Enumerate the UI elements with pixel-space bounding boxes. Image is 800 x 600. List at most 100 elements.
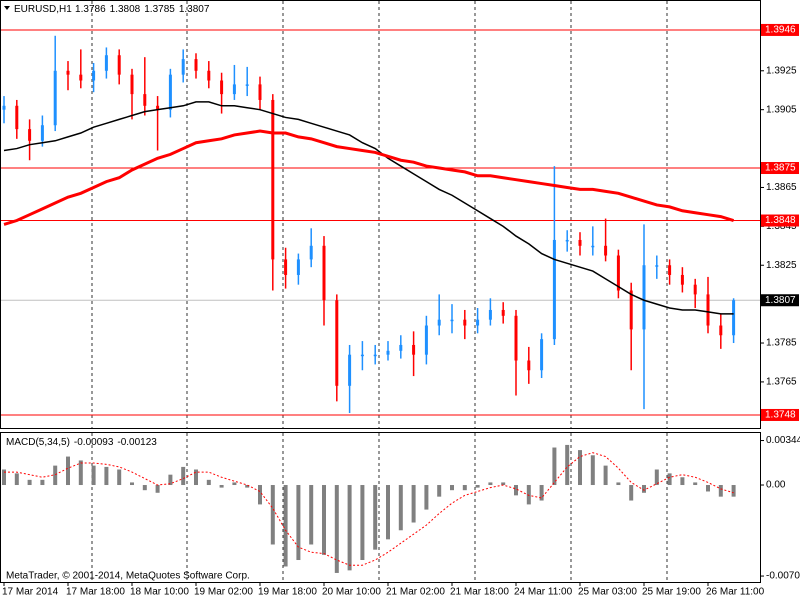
macd-bar <box>155 485 160 493</box>
x-tick-label: 20 Mar 10:00 <box>322 587 381 598</box>
macd-bar <box>232 482 237 486</box>
candle-body <box>668 265 672 275</box>
macd-bar <box>347 485 352 571</box>
macd-bar <box>283 485 288 567</box>
x-tick-label: 19 Mar 02:00 <box>194 587 253 598</box>
y-tick-label: 0.00 <box>766 480 786 491</box>
candle-body <box>309 245 313 260</box>
candle-body <box>117 55 121 75</box>
candle-body <box>386 350 390 355</box>
y-tick-label: 1.3865 <box>766 182 797 193</box>
macd-bar <box>718 485 723 497</box>
macd-bar <box>731 485 736 497</box>
macd-bar <box>181 466 186 486</box>
macd-bar <box>552 447 557 486</box>
macd-bar <box>104 466 109 486</box>
y-tick-label: 1.3925 <box>766 65 797 76</box>
macd-bar <box>53 465 58 486</box>
macd-bar <box>117 469 122 486</box>
y-tick-label: 1.3765 <box>766 377 797 388</box>
macd-bar <box>642 485 646 493</box>
level-label: 1.3946 <box>765 25 796 36</box>
candle-body <box>616 255 620 291</box>
macd-bar <box>270 485 275 545</box>
level-label: 1.3748 <box>765 410 796 421</box>
level-box <box>761 162 799 175</box>
candle-body <box>181 59 185 75</box>
macd-bar <box>526 485 531 505</box>
candle-body <box>450 319 454 322</box>
candle-body <box>284 259 288 275</box>
candle-body <box>501 309 505 316</box>
macd-bar <box>219 485 224 488</box>
y-tick-label: 1.3785 <box>766 338 797 349</box>
macd-bar <box>2 469 6 486</box>
macd-bar <box>78 460 83 486</box>
candle-body <box>194 59 198 71</box>
macd-bar <box>360 485 365 561</box>
x-tick-label: 21 Mar 18:00 <box>450 587 509 598</box>
level-label: 1.3848 <box>765 215 796 226</box>
candle-body <box>424 325 428 355</box>
y-tick-label: 0.00344 <box>766 435 800 446</box>
candle-body <box>719 325 723 336</box>
main-frame <box>0 0 761 429</box>
candle-body <box>642 265 646 330</box>
candle-body <box>476 319 480 326</box>
macd-bar <box>501 482 506 486</box>
macd-bar <box>206 479 211 486</box>
macd-bar <box>603 465 608 486</box>
indicator-name: MACD(5,34,5) <box>6 437 70 448</box>
macd-bar <box>616 482 621 486</box>
candle-body <box>322 245 326 301</box>
candle-body <box>540 339 544 371</box>
macd-bar <box>27 479 32 486</box>
macd-bar <box>462 485 467 491</box>
macd-bar <box>450 485 454 491</box>
x-tick-label: 25 Mar 19:00 <box>642 587 701 598</box>
candle-body <box>463 319 467 326</box>
candle-body <box>53 70 57 126</box>
candle-body <box>373 354 377 357</box>
y-tick-label: 1.3825 <box>766 260 797 271</box>
macd-bar <box>168 474 173 486</box>
macd-bar <box>334 485 339 573</box>
macd-bar <box>142 485 147 491</box>
macd-bar <box>411 485 416 523</box>
signal-line <box>4 452 734 566</box>
macd-bar <box>66 456 70 486</box>
x-tick-label: 26 Mar 11:00 <box>706 587 765 598</box>
symbol: EURUSD,H1 <box>14 4 72 15</box>
candle-body <box>706 294 710 326</box>
x-tick-label: 25 Mar 03:00 <box>578 587 637 598</box>
candle-body <box>348 354 352 386</box>
header-value: -0.00093 <box>74 437 114 448</box>
macd-bar <box>386 485 390 540</box>
candle-body <box>591 245 595 248</box>
separators <box>91 1 668 582</box>
macd-bar <box>245 485 250 488</box>
candle-body <box>130 74 134 95</box>
macd-frame <box>0 432 761 583</box>
header-value: 1.3807 <box>179 4 210 15</box>
candle-body <box>655 265 659 267</box>
header-value: -0.00123 <box>117 437 157 448</box>
indicator-header: MACD(5,34,5) -0.00093 -0.00123 <box>6 437 157 448</box>
y-tick-label: 1.3905 <box>766 104 797 115</box>
macd-bar <box>309 485 314 545</box>
macd-bar <box>514 485 518 496</box>
candle-body <box>156 105 160 110</box>
candle-body <box>693 284 697 295</box>
macd-bar <box>488 482 493 486</box>
menu-icon[interactable] <box>4 6 10 10</box>
candle-body <box>680 274 684 285</box>
macd-bar <box>130 482 134 486</box>
candle-body <box>104 55 108 71</box>
candle-body <box>40 125 44 141</box>
copyright: MetaTrader, © 2001-2014, MetaQuotes Soft… <box>6 571 250 582</box>
moving-average <box>3 101 734 315</box>
candle-body <box>220 80 224 95</box>
x-tick-label: 17 Mar 2014 <box>2 587 59 598</box>
